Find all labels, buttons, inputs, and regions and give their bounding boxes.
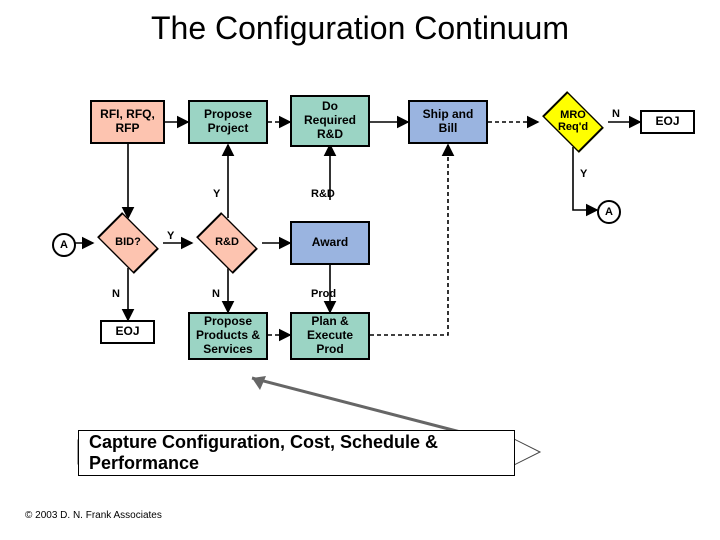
node-eoj-right: EOJ xyxy=(640,110,695,134)
node-eoj-left: EOJ xyxy=(100,320,155,344)
node-bid-diamond: BID? xyxy=(93,218,163,268)
connector-a-left: A xyxy=(52,233,76,257)
node-plan-execute-prod: Plan &ExecuteProd xyxy=(290,312,370,360)
node-propose-project: ProposeProject xyxy=(188,100,268,144)
caption-box: Capture Configuration, Cost, Schedule & … xyxy=(78,430,515,476)
label-bid-n: N xyxy=(112,288,120,300)
node-rfi-rfq-rfp: RFI, RFQ,RFP xyxy=(90,100,165,144)
label-y-rnd-up: Y xyxy=(213,188,220,200)
node-propose-products-services: ProposeProducts &Services xyxy=(188,312,268,360)
label-prod-small: Prod xyxy=(311,288,336,300)
label-rnd-small: R&D xyxy=(311,188,335,200)
copyright: © 2003 D. N. Frank Associates xyxy=(25,510,162,521)
node-ship-and-bill: Ship andBill xyxy=(408,100,488,144)
label-bid-y: Y xyxy=(167,230,174,242)
node-rnd-diamond: R&D xyxy=(192,218,262,268)
label-mro-y: Y xyxy=(580,168,587,180)
node-do-required-rnd: DoRequiredR&D xyxy=(290,95,370,147)
label-rnd-n: N xyxy=(212,288,220,300)
node-mro-reqd-diamond: MROReq'd xyxy=(538,97,608,147)
diagram-title: The Configuration Continuum xyxy=(0,10,720,47)
node-award: Award xyxy=(290,221,370,265)
label-mro-n: N xyxy=(612,108,620,120)
connector-a-right: A xyxy=(597,200,621,224)
